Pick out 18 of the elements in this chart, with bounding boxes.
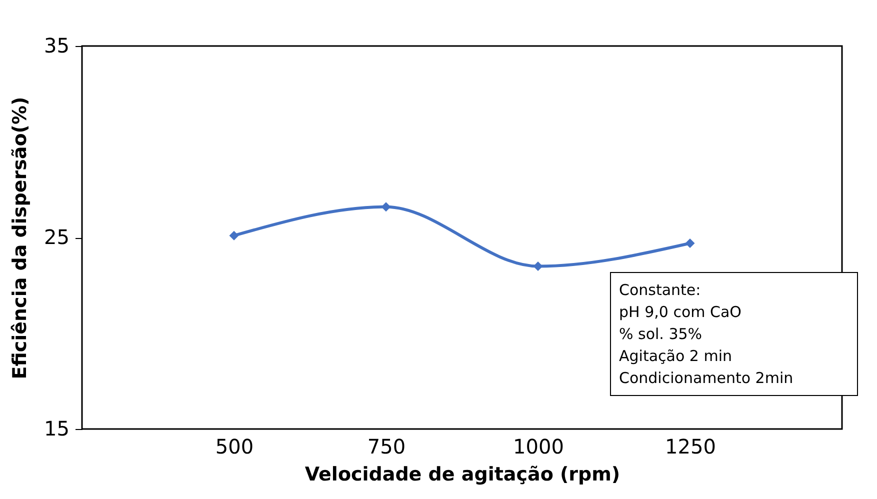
annotation: Constante: <box>619 280 702 301</box>
x-tick-label: 500 <box>215 434 254 458</box>
annotation: % sol. 35% <box>619 324 704 345</box>
y-tick-label: 25 <box>44 225 70 249</box>
annotation: Condicionamento 2min <box>619 368 794 389</box>
annotation: Agitação 2 min <box>619 346 734 367</box>
y-tick-label: 15 <box>44 416 70 440</box>
x-axis-title: Velocidade de agitação (rpm) <box>304 464 620 486</box>
annotation: pH 9,0 com CaO <box>619 302 742 323</box>
point <box>533 261 543 271</box>
x-tick-label: 1250 <box>665 434 716 458</box>
y-axis-title: Eficiência da dispersão(%) <box>9 96 32 380</box>
x-tick-label: 750 <box>367 434 406 458</box>
point <box>229 230 239 240</box>
point <box>381 202 391 212</box>
x-tick-label: 1000 <box>513 434 564 458</box>
y-tick-label: 35 <box>44 34 70 58</box>
point <box>685 238 695 248</box>
